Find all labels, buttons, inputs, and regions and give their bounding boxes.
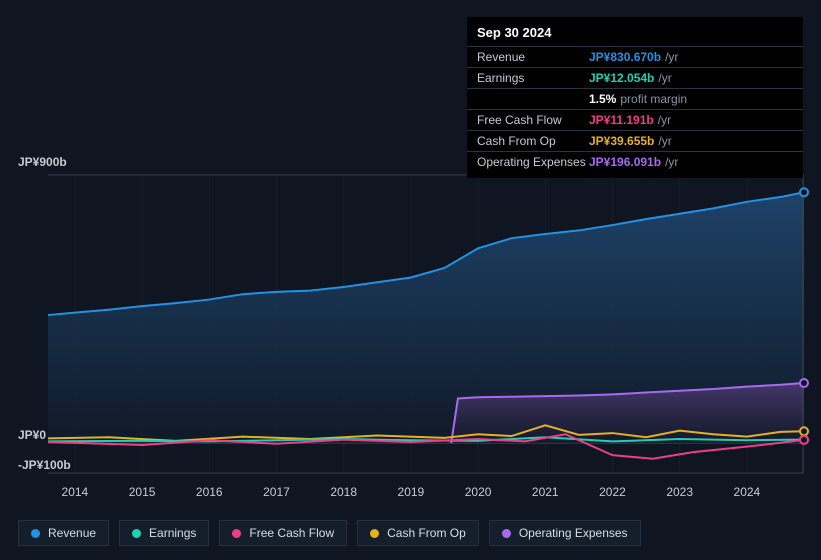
tooltip-unit: /yr [658,134,671,148]
tooltip-label: Cash From Op [477,134,589,148]
chart-plot[interactable] [48,175,804,473]
x-tick: 2015 [129,485,156,499]
x-tick: 2016 [196,485,223,499]
x-tick: 2019 [398,485,425,499]
x-tick: 2023 [666,485,693,499]
x-tick: 2022 [599,485,626,499]
legend-earnings[interactable]: Earnings [119,520,209,546]
tooltip-label: Revenue [477,50,589,64]
legend-revenue[interactable]: Revenue [18,520,109,546]
tooltip-unit: /yr [665,50,678,64]
tooltip-row-margin: 1.5%profit margin [467,89,803,110]
legend-dot-icon [370,529,379,538]
legend-label: Earnings [149,526,196,540]
legend-label: Operating Expenses [519,526,628,540]
legend-dot-icon [132,529,141,538]
tooltip-row-earnings: EarningsJP¥12.054b/yr [467,68,803,89]
x-tick: 2021 [532,485,559,499]
x-tick: 2017 [263,485,290,499]
tooltip-date: Sep 30 2024 [467,25,803,47]
legend-dot-icon [31,529,40,538]
tooltip-unit: /yr [658,113,671,127]
legend-label: Cash From Op [387,526,466,540]
tooltip-value: JP¥830.670b [589,50,661,64]
tooltip-row-cfo: Cash From OpJP¥39.655b/yr [467,131,803,152]
legend-dot-icon [502,529,511,538]
tooltip-value: JP¥196.091b [589,155,661,169]
tooltip-label: Free Cash Flow [477,113,589,127]
tooltip-value: JP¥39.655b [589,134,654,148]
chart-legend: Revenue Earnings Free Cash Flow Cash From O… [18,520,641,546]
financials-chart: JP¥900b JP¥0 -JP¥100b 201420152016201720… [18,155,804,510]
tooltip-row-fcf: Free Cash FlowJP¥11.191b/yr [467,110,803,131]
y-tick-max: JP¥900b [18,155,67,169]
tooltip-value: JP¥12.054b [589,71,654,85]
legend-fcf[interactable]: Free Cash Flow [219,520,347,546]
tooltip-unit: /yr [658,71,671,85]
legend-label: Revenue [48,526,96,540]
y-tick-zero: JP¥0 [18,428,46,442]
legend-cfo[interactable]: Cash From Op [357,520,479,546]
tooltip-unit: /yr [665,155,678,169]
tooltip-label: Operating Expenses [477,155,589,169]
tooltip-row-opex: Operating ExpensesJP¥196.091b/yr [467,152,803,172]
legend-opex[interactable]: Operating Expenses [489,520,641,546]
tooltip-label: Earnings [477,71,589,85]
x-tick: 2014 [62,485,89,499]
x-tick: 2020 [465,485,492,499]
tooltip-value: JP¥11.191b [589,113,654,127]
legend-label: Free Cash Flow [249,526,334,540]
x-tick: 2024 [734,485,761,499]
tooltip-margin: 1.5%profit margin [589,92,687,106]
x-tick: 2018 [330,485,357,499]
tooltip-row-revenue: RevenueJP¥830.670b/yr [467,47,803,68]
legend-dot-icon [232,529,241,538]
chart-tooltip: Sep 30 2024 RevenueJP¥830.670b/yrEarning… [467,17,803,178]
